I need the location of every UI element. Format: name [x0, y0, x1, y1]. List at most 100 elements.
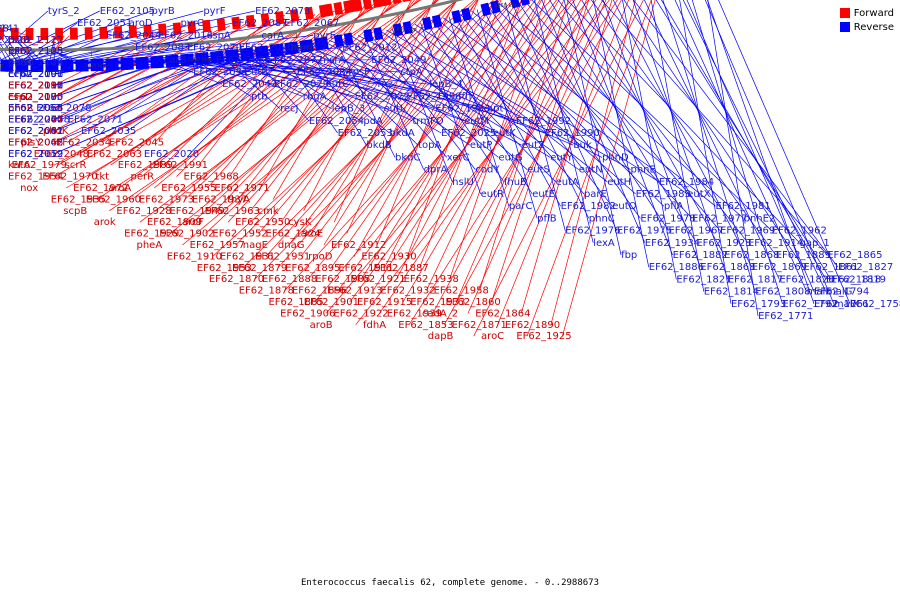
- gene-label: EF62_1998: [406, 91, 461, 102]
- gene-label: EF62_1982: [561, 201, 616, 212]
- gene-label: tkt: [95, 172, 109, 183]
- gene-label: buk: [573, 140, 592, 151]
- label-leader-line: [661, 0, 827, 280]
- label-leader-line: [280, 0, 436, 223]
- gene-label: EF62_2122: [8, 35, 63, 46]
- forward-gene-arrow: [128, 25, 138, 38]
- label-leader-line: [349, 0, 576, 303]
- label-leader-line: [557, 0, 749, 244]
- reverse-gene-arrow: [422, 16, 433, 31]
- label-leader-line: [499, 3, 744, 219]
- gene-label: EF62_1864: [475, 308, 530, 319]
- gene-label: parE: [584, 189, 607, 200]
- gene-label: perR: [131, 172, 155, 183]
- label-leader-line: [593, 0, 650, 268]
- label-leader-line: [242, 52, 488, 109]
- gene-label: carA: [261, 30, 284, 41]
- reverse-gene-arrow: [5, 59, 14, 72]
- gene-label: EF62_2100: [8, 92, 63, 103]
- forward-gene-arrow: [187, 21, 197, 34]
- forward-gene-arrow: [333, 1, 344, 16]
- gene-label: EF62_2090: [8, 92, 63, 103]
- gene-label: EF62_1861: [803, 262, 858, 273]
- gene-label: phnC: [589, 213, 615, 224]
- gene-label: hprK: [8, 58, 32, 69]
- gene-label: EF62_2097: [8, 80, 63, 91]
- gene-label: EF62_2096: [8, 69, 63, 80]
- gene-label: phoR: [8, 103, 34, 114]
- gene-label: malG: [826, 287, 852, 298]
- gene-label: EF62_2025: [441, 128, 496, 139]
- gene-label: eutQ: [612, 201, 636, 212]
- gene-label: cadA_2: [422, 308, 458, 319]
- gene-label: EF62_2047: [8, 115, 63, 126]
- gene-label: EF62_2012: [342, 43, 397, 54]
- gene-label: pstB_2: [0, 35, 3, 46]
- label-leader-line: [57, 35, 210, 65]
- label-leader-line: [403, 26, 556, 183]
- gene-label: EF62_1938: [404, 274, 459, 285]
- label-leader-line: [374, 31, 528, 170]
- gene-label: hslU: [452, 177, 474, 188]
- gene-label: EF62_2084: [297, 67, 352, 78]
- gene-features: [0, 0, 543, 72]
- gene-label: eutB: [245, 67, 268, 78]
- legend-reverse: Reverse: [839, 20, 894, 34]
- label-leader-line: [454, 14, 561, 207]
- label-leader-line: [352, 36, 551, 158]
- gene-label: EF62_1914: [748, 238, 803, 249]
- label-leader-line: [53, 31, 160, 86]
- gene-label: phnD: [602, 152, 629, 163]
- label-leader-line: [66, 19, 276, 143]
- gene-label: EF62_2049: [371, 55, 426, 66]
- reverse-gene-arrow: [431, 14, 443, 29]
- forward-gene-arrow: [323, 3, 334, 17]
- gene-label: msrA: [319, 55, 345, 66]
- gene-label: EF62_2128: [0, 23, 9, 34]
- gene-label: EF62_1993: [435, 104, 490, 115]
- gene-label: pyrB: [152, 6, 175, 17]
- reverse-gene-arrow: [461, 7, 472, 22]
- forward-gene-arrow: [362, 0, 373, 10]
- reverse-gene-arrow: [125, 57, 134, 70]
- gene-label: EF62_1888: [262, 274, 317, 285]
- label-leader-line: [459, 13, 613, 207]
- reverse-gene-arrow: [451, 9, 462, 24]
- label-leader-line: [491, 0, 590, 303]
- gene-label: EF62_1972: [73, 183, 128, 194]
- gene-label: eutK: [493, 128, 516, 139]
- gene-label: EF62_1932: [380, 286, 435, 297]
- gene-label: EF62_2034: [56, 137, 111, 148]
- legend-reverse-label: Reverse: [853, 21, 894, 33]
- forward-gene-arrow: [10, 27, 19, 40]
- label-leader-line: [488, 6, 641, 219]
- gene-label: EF62_1794: [814, 287, 869, 298]
- gene-labels: EF62_2143raiAEF62_2135EF62_2140secAprfBf…: [0, 6, 900, 342]
- reverse-gene-arrow: [343, 32, 354, 46]
- gene-label: EF62_1860: [445, 297, 500, 308]
- forward-gene-arrow: [231, 16, 241, 30]
- label-leader-line: [363, 34, 424, 170]
- gene-label: EF62_2120: [0, 35, 29, 46]
- gene-label: EF62_1820: [779, 274, 834, 285]
- gene-label: EF62_2044: [106, 30, 161, 41]
- gene-label: EF62_1814: [704, 287, 759, 298]
- gene-label: EF62_1871: [452, 320, 507, 331]
- label-leader-line: [14, 39, 40, 65]
- label-leader-line: [288, 0, 479, 246]
- reverse-gene-arrow: [170, 54, 180, 68]
- gene-label: EF62_2022: [355, 91, 410, 102]
- label-leader-line: [65, 1, 385, 189]
- label-leader-line: [16, 22, 78, 65]
- gene-label: eutZ: [522, 140, 545, 151]
- gene-label: EF62_1971: [214, 183, 269, 194]
- gene-label: EF62_2083: [135, 43, 190, 54]
- label-leader-line: [369, 33, 476, 170]
- reverse-swatch: [839, 22, 850, 32]
- forward-gene-arrow: [289, 8, 300, 22]
- reverse-gene-arrow: [140, 56, 149, 70]
- label-leader-line: [0, 35, 19, 65]
- label-leader-line: [219, 54, 281, 109]
- label-leader-line: [541, 0, 646, 243]
- label-leader-line: [48, 39, 55, 65]
